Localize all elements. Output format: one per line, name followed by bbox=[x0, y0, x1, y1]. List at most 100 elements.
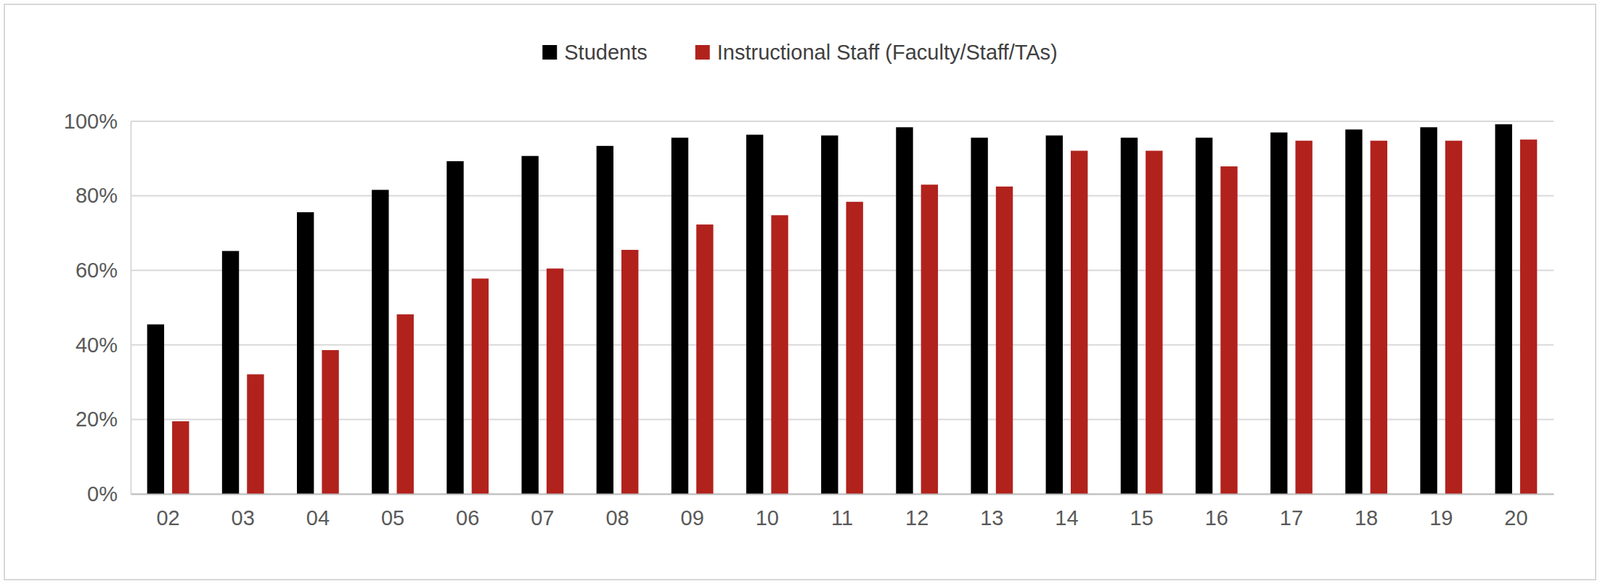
bar bbox=[1345, 129, 1362, 494]
x-tick-label: 19 bbox=[1429, 505, 1453, 530]
x-tick-label: 12 bbox=[905, 505, 929, 530]
y-tick-label: 100% bbox=[63, 109, 118, 133]
bar bbox=[596, 145, 614, 494]
x-tick: 09 bbox=[680, 493, 705, 530]
x-tick: 19 bbox=[1429, 493, 1453, 530]
bar bbox=[1520, 139, 1537, 494]
x-tick: 08 bbox=[605, 493, 629, 530]
bar bbox=[1220, 166, 1238, 494]
x-tick-label: 18 bbox=[1354, 505, 1378, 530]
x-tick: 04 bbox=[306, 493, 330, 530]
x-axis: 02 03 04 05 06 07 08 09 10 11 12 13 14 15 16 17 18 19 20 bbox=[131, 493, 1555, 530]
x-tick: 06 bbox=[455, 493, 480, 530]
bar bbox=[1295, 140, 1312, 494]
y-tick: 100% bbox=[63, 109, 131, 133]
x-tick: 16 bbox=[1205, 493, 1229, 530]
legend-item: Students bbox=[542, 40, 647, 64]
chart-frame bbox=[4, 4, 1596, 580]
bar bbox=[147, 324, 165, 494]
x-tick: 07 bbox=[530, 493, 554, 530]
x-tick-label: 02 bbox=[156, 505, 180, 530]
bar bbox=[446, 161, 464, 494]
grid-line bbox=[130, 418, 1554, 420]
grid-line bbox=[130, 344, 1554, 346]
y-tick-label: 40% bbox=[75, 333, 118, 357]
x-tick: 05 bbox=[381, 493, 405, 530]
x-tick-label: 13 bbox=[980, 505, 1004, 530]
legend: Students Instructional Staff (Faculty/Sta… bbox=[542, 40, 1058, 64]
bar-series bbox=[147, 124, 1513, 494]
grid-line bbox=[130, 195, 1554, 197]
bar bbox=[246, 373, 264, 494]
bar bbox=[746, 134, 763, 494]
bar bbox=[1070, 150, 1088, 494]
bar bbox=[1195, 137, 1213, 494]
x-tick-label: 16 bbox=[1205, 505, 1229, 530]
chart: 0% 20% 40% 60% 80% 100% 02 03 04 05 06 07 08 09 10 11 12… bbox=[0, 0, 1600, 584]
bar bbox=[546, 268, 564, 494]
bar bbox=[1145, 150, 1163, 494]
bar bbox=[846, 201, 864, 494]
x-tick: 18 bbox=[1354, 493, 1378, 530]
x-tick: 13 bbox=[980, 493, 1004, 530]
bar bbox=[696, 224, 713, 494]
y-axis: 0% 20% 40% 60% 80% 100% bbox=[63, 109, 132, 506]
grid-line bbox=[130, 269, 1554, 271]
y-tick: 60% bbox=[75, 258, 131, 282]
bar bbox=[1270, 132, 1288, 494]
bar bbox=[996, 186, 1013, 494]
legend-label: Students bbox=[564, 40, 647, 64]
bar-series bbox=[172, 139, 1537, 494]
bar bbox=[1120, 137, 1138, 494]
x-tick-label: 08 bbox=[605, 505, 629, 530]
x-tick-label: 09 bbox=[680, 505, 705, 530]
x-tick: 15 bbox=[1129, 493, 1153, 530]
bar bbox=[770, 214, 788, 494]
legend-label: Instructional Staff (Faculty/Staff/TAs) bbox=[717, 40, 1058, 64]
x-tick: 12 bbox=[905, 493, 929, 530]
x-tick-label: 07 bbox=[530, 505, 554, 530]
bar bbox=[1046, 135, 1063, 494]
bar bbox=[1419, 127, 1437, 494]
x-tick-label: 17 bbox=[1279, 505, 1304, 530]
bar bbox=[397, 314, 414, 494]
bar bbox=[371, 189, 389, 494]
legend-swatch bbox=[695, 45, 710, 60]
bar bbox=[321, 349, 339, 494]
bar bbox=[521, 156, 538, 494]
x-tick-label: 06 bbox=[455, 505, 480, 530]
grid-line bbox=[130, 120, 1554, 122]
x-tick-label: 14 bbox=[1054, 505, 1079, 530]
y-tick-label: 80% bbox=[75, 183, 118, 207]
grid-line bbox=[130, 492, 1554, 495]
bar bbox=[296, 211, 314, 494]
bar bbox=[970, 137, 988, 494]
bar bbox=[172, 421, 189, 494]
y-tick: 0% bbox=[87, 482, 131, 506]
y-tick: 40% bbox=[75, 333, 131, 357]
y-axis-line bbox=[130, 121, 133, 495]
x-tick: 14 bbox=[1054, 493, 1079, 530]
x-tick-label: 05 bbox=[381, 505, 405, 530]
legend-swatch bbox=[542, 45, 557, 60]
y-tick-label: 20% bbox=[75, 407, 118, 431]
x-tick: 20 bbox=[1504, 493, 1528, 530]
x-tick-label: 11 bbox=[831, 505, 853, 530]
x-tick-label: 15 bbox=[1129, 505, 1153, 530]
bar bbox=[1445, 140, 1463, 494]
bar bbox=[222, 251, 239, 494]
y-tick-label: 0% bbox=[87, 482, 118, 506]
plot-area: 0% 20% 40% 60% 80% 100% 02 03 04 05 06 07 08 09 10 11 12… bbox=[63, 109, 1555, 530]
legend-item: Instructional Staff (Faculty/Staff/TAs) bbox=[695, 40, 1058, 64]
bar bbox=[821, 135, 838, 494]
bar bbox=[671, 137, 689, 494]
x-tick-label: 20 bbox=[1504, 505, 1528, 530]
y-tick-label: 60% bbox=[75, 258, 118, 282]
x-tick-label: 04 bbox=[306, 505, 330, 530]
x-tick: 02 bbox=[156, 493, 180, 530]
x-tick: 03 bbox=[231, 493, 255, 530]
y-tick: 20% bbox=[75, 407, 131, 431]
x-tick: 10 bbox=[755, 493, 779, 530]
bar bbox=[895, 127, 913, 494]
x-tick: 17 bbox=[1279, 493, 1304, 530]
